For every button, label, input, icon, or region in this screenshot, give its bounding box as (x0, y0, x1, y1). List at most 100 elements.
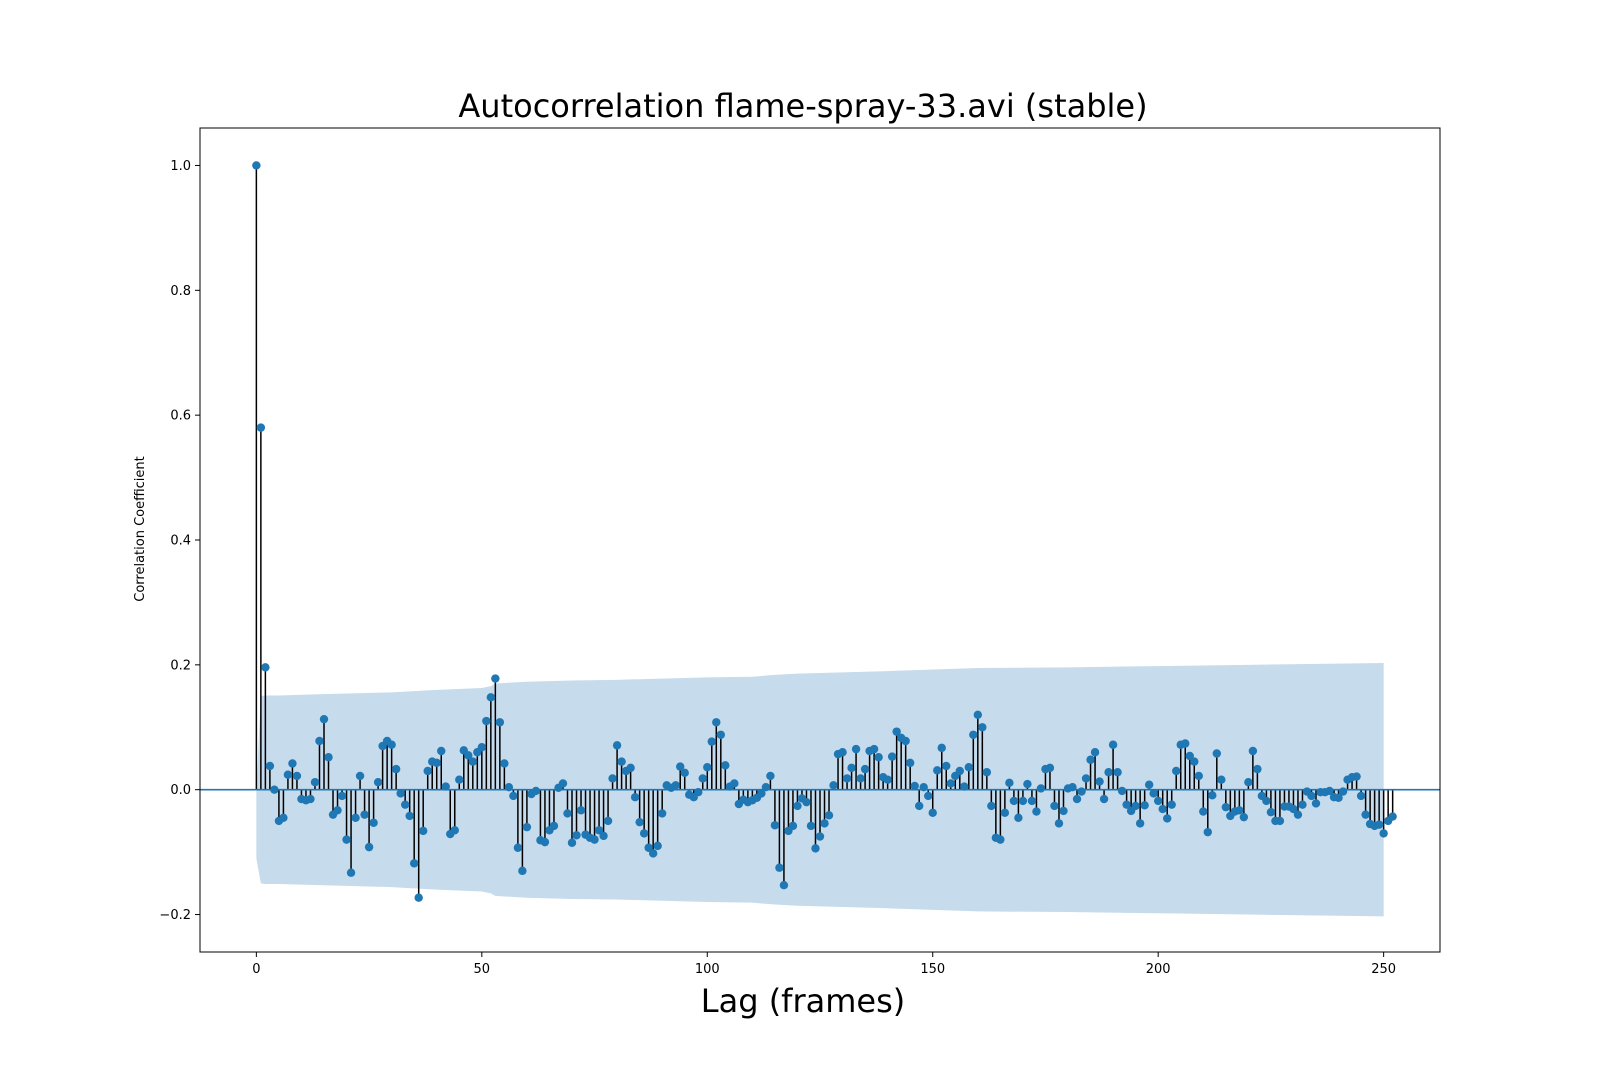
data-point (603, 816, 613, 826)
data-point (626, 763, 635, 773)
data-point (802, 797, 811, 807)
data-point (874, 753, 883, 762)
data-point (639, 829, 649, 838)
data-point (824, 811, 834, 820)
data-point (842, 774, 852, 783)
data-point (1090, 748, 1100, 757)
data-point (482, 716, 491, 726)
data-point (1108, 740, 1118, 749)
data-point (310, 778, 320, 787)
data-point (707, 737, 716, 746)
data-point (491, 674, 500, 683)
data-point (630, 792, 640, 802)
data-point (1334, 793, 1343, 803)
data-point (531, 786, 541, 796)
data-point (558, 779, 568, 788)
data-point (1289, 804, 1298, 814)
data-point (1000, 808, 1010, 817)
data-point (757, 789, 766, 798)
data-point (1122, 800, 1131, 809)
data-point (1181, 739, 1190, 748)
data-point (1005, 778, 1014, 788)
data-point (594, 826, 604, 835)
data-point (441, 782, 450, 791)
x-tick-label: 150 (920, 962, 945, 977)
data-point (1072, 794, 1082, 804)
data-point (978, 723, 987, 732)
data-point (1135, 819, 1145, 828)
data-point (1095, 777, 1104, 786)
data-point (924, 791, 933, 801)
data-point (933, 766, 942, 775)
data-point (333, 806, 342, 815)
data-point (703, 763, 712, 772)
data-point (518, 866, 527, 876)
data-point (1045, 763, 1055, 773)
data-point (1059, 806, 1068, 816)
data-point (1050, 801, 1059, 811)
y-tick-label: 0.4 (170, 534, 191, 549)
data-point (1208, 791, 1217, 800)
data-point (1356, 791, 1366, 801)
data-point (477, 743, 487, 752)
data-point (721, 761, 730, 770)
data-point (369, 818, 378, 827)
data-point (987, 801, 996, 811)
data-point (342, 835, 351, 844)
y-tick-label: −0.2 (159, 908, 191, 923)
data-point (671, 781, 680, 790)
data-point (1009, 796, 1019, 806)
data-point (1244, 778, 1253, 787)
data-point (1221, 802, 1231, 812)
data-point (969, 730, 978, 739)
data-point (648, 849, 658, 858)
data-point (960, 782, 969, 791)
data-point (522, 822, 532, 832)
data-point (964, 763, 973, 772)
data-point (419, 826, 428, 836)
data-point (504, 783, 514, 792)
data-point (1253, 764, 1262, 774)
data-point (450, 826, 459, 835)
data-point (1099, 794, 1109, 804)
data-point (572, 831, 581, 840)
data-point (1275, 816, 1285, 826)
data-point (942, 761, 951, 771)
data-point (730, 779, 739, 788)
data-point (1325, 786, 1334, 796)
data-point (793, 801, 802, 811)
data-point (1379, 829, 1388, 838)
data-point (698, 774, 707, 783)
x-tick-label: 250 (1371, 962, 1396, 977)
data-point (292, 771, 302, 781)
data-point (1352, 772, 1361, 781)
x-tick-label: 200 (1146, 962, 1171, 977)
data-point (1298, 800, 1307, 809)
data-point (400, 800, 410, 809)
data-point (1163, 814, 1172, 823)
data-point (270, 785, 279, 794)
data-point (644, 843, 653, 852)
data-point (1027, 796, 1037, 806)
y-axis-label: Correlation Coefficient (133, 456, 148, 602)
data-point (635, 817, 644, 827)
y-tick-label: 0.6 (170, 409, 191, 424)
data-point (256, 423, 266, 432)
data-point (324, 753, 333, 762)
data-point (1131, 801, 1140, 811)
data-point (387, 740, 396, 749)
data-point (905, 758, 915, 768)
data-point (1293, 810, 1303, 819)
data-point (455, 775, 464, 784)
data-point (468, 757, 477, 766)
data-point (860, 764, 870, 774)
data-point (346, 868, 356, 877)
data-point (910, 781, 919, 791)
data-point (811, 844, 820, 853)
x-tick-label: 100 (695, 962, 720, 977)
data-point (1212, 749, 1222, 758)
data-point (847, 763, 856, 773)
data-point (1117, 786, 1127, 796)
data-point (761, 783, 771, 792)
